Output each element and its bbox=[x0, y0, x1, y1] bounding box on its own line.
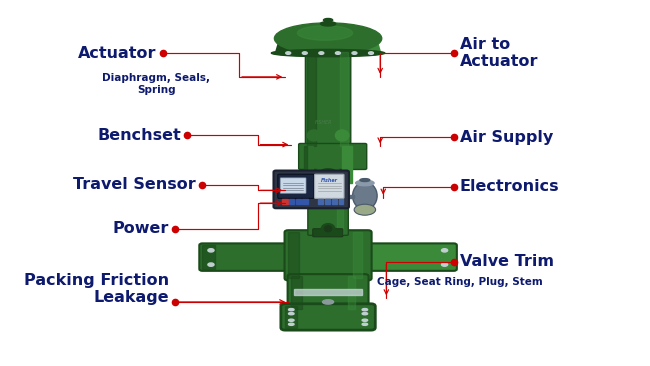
Text: Fisher: Fisher bbox=[321, 178, 338, 183]
FancyBboxPatch shape bbox=[292, 268, 320, 279]
Ellipse shape bbox=[271, 49, 385, 57]
FancyBboxPatch shape bbox=[335, 268, 363, 279]
FancyBboxPatch shape bbox=[274, 171, 349, 208]
Bar bbox=[304, 146, 313, 183]
Bar bbox=[304, 146, 307, 183]
Bar bbox=[302, 199, 308, 204]
Bar bbox=[325, 199, 330, 204]
Ellipse shape bbox=[321, 224, 335, 234]
FancyBboxPatch shape bbox=[298, 143, 367, 169]
FancyBboxPatch shape bbox=[287, 274, 369, 311]
Ellipse shape bbox=[208, 249, 214, 252]
Polygon shape bbox=[328, 38, 382, 53]
Bar bbox=[348, 276, 355, 309]
Text: FISHER: FISHER bbox=[315, 120, 333, 125]
Ellipse shape bbox=[298, 26, 352, 40]
Ellipse shape bbox=[362, 319, 368, 321]
FancyBboxPatch shape bbox=[306, 51, 351, 147]
Bar bbox=[318, 199, 323, 204]
Ellipse shape bbox=[352, 182, 377, 209]
Text: Power: Power bbox=[112, 221, 168, 236]
Ellipse shape bbox=[356, 180, 374, 186]
Bar bbox=[289, 199, 294, 204]
Bar bbox=[337, 203, 343, 234]
Ellipse shape bbox=[302, 52, 307, 54]
Text: Air Supply: Air Supply bbox=[460, 130, 553, 145]
Ellipse shape bbox=[324, 18, 333, 22]
Ellipse shape bbox=[316, 167, 341, 178]
Ellipse shape bbox=[354, 204, 376, 215]
FancyBboxPatch shape bbox=[315, 174, 344, 198]
Text: Air to
Actuator: Air to Actuator bbox=[460, 37, 538, 69]
Text: Valve Trim: Valve Trim bbox=[460, 254, 554, 269]
Ellipse shape bbox=[352, 52, 357, 54]
Ellipse shape bbox=[286, 52, 291, 54]
Ellipse shape bbox=[369, 52, 374, 54]
Text: Diaphragm, Seals,
Spring: Diaphragm, Seals, Spring bbox=[103, 73, 211, 95]
Bar bbox=[296, 199, 301, 204]
Text: Actuator: Actuator bbox=[78, 46, 157, 60]
Ellipse shape bbox=[208, 263, 214, 266]
Bar bbox=[288, 232, 299, 278]
Ellipse shape bbox=[441, 249, 448, 252]
Ellipse shape bbox=[324, 226, 332, 232]
Ellipse shape bbox=[319, 52, 324, 54]
FancyBboxPatch shape bbox=[285, 230, 372, 280]
Bar bbox=[307, 52, 316, 146]
Ellipse shape bbox=[362, 323, 368, 325]
Ellipse shape bbox=[322, 300, 333, 304]
Ellipse shape bbox=[362, 313, 368, 315]
FancyBboxPatch shape bbox=[278, 174, 314, 198]
Ellipse shape bbox=[289, 323, 294, 325]
Ellipse shape bbox=[289, 319, 294, 321]
Bar bbox=[341, 52, 348, 146]
Ellipse shape bbox=[335, 130, 349, 141]
Bar bbox=[282, 199, 287, 204]
FancyBboxPatch shape bbox=[362, 243, 457, 271]
FancyBboxPatch shape bbox=[308, 202, 348, 235]
Text: Benchset: Benchset bbox=[97, 128, 181, 143]
Polygon shape bbox=[275, 38, 328, 53]
Bar bbox=[332, 199, 337, 204]
Ellipse shape bbox=[274, 23, 382, 54]
Ellipse shape bbox=[289, 313, 294, 315]
FancyBboxPatch shape bbox=[281, 304, 375, 330]
Ellipse shape bbox=[307, 130, 320, 141]
Ellipse shape bbox=[441, 263, 448, 266]
Bar bbox=[285, 306, 298, 328]
Text: Electronics: Electronics bbox=[460, 179, 560, 194]
Ellipse shape bbox=[320, 169, 336, 175]
Ellipse shape bbox=[335, 52, 341, 54]
Ellipse shape bbox=[360, 179, 370, 182]
FancyBboxPatch shape bbox=[313, 229, 343, 237]
Bar bbox=[291, 276, 302, 309]
Ellipse shape bbox=[289, 309, 294, 311]
Bar bbox=[342, 146, 352, 183]
Bar bbox=[202, 245, 215, 269]
FancyBboxPatch shape bbox=[200, 243, 294, 271]
Ellipse shape bbox=[362, 309, 368, 311]
Text: Cage, Seat Ring, Plug, Stem: Cage, Seat Ring, Plug, Stem bbox=[377, 277, 543, 287]
Ellipse shape bbox=[320, 22, 336, 26]
Bar bbox=[294, 289, 362, 295]
Bar bbox=[352, 232, 362, 278]
Bar bbox=[345, 195, 354, 198]
Bar bbox=[339, 199, 343, 204]
Text: Travel Sensor: Travel Sensor bbox=[73, 178, 196, 192]
FancyBboxPatch shape bbox=[280, 178, 306, 193]
Text: Packing Friction
Leakage: Packing Friction Leakage bbox=[23, 273, 168, 305]
